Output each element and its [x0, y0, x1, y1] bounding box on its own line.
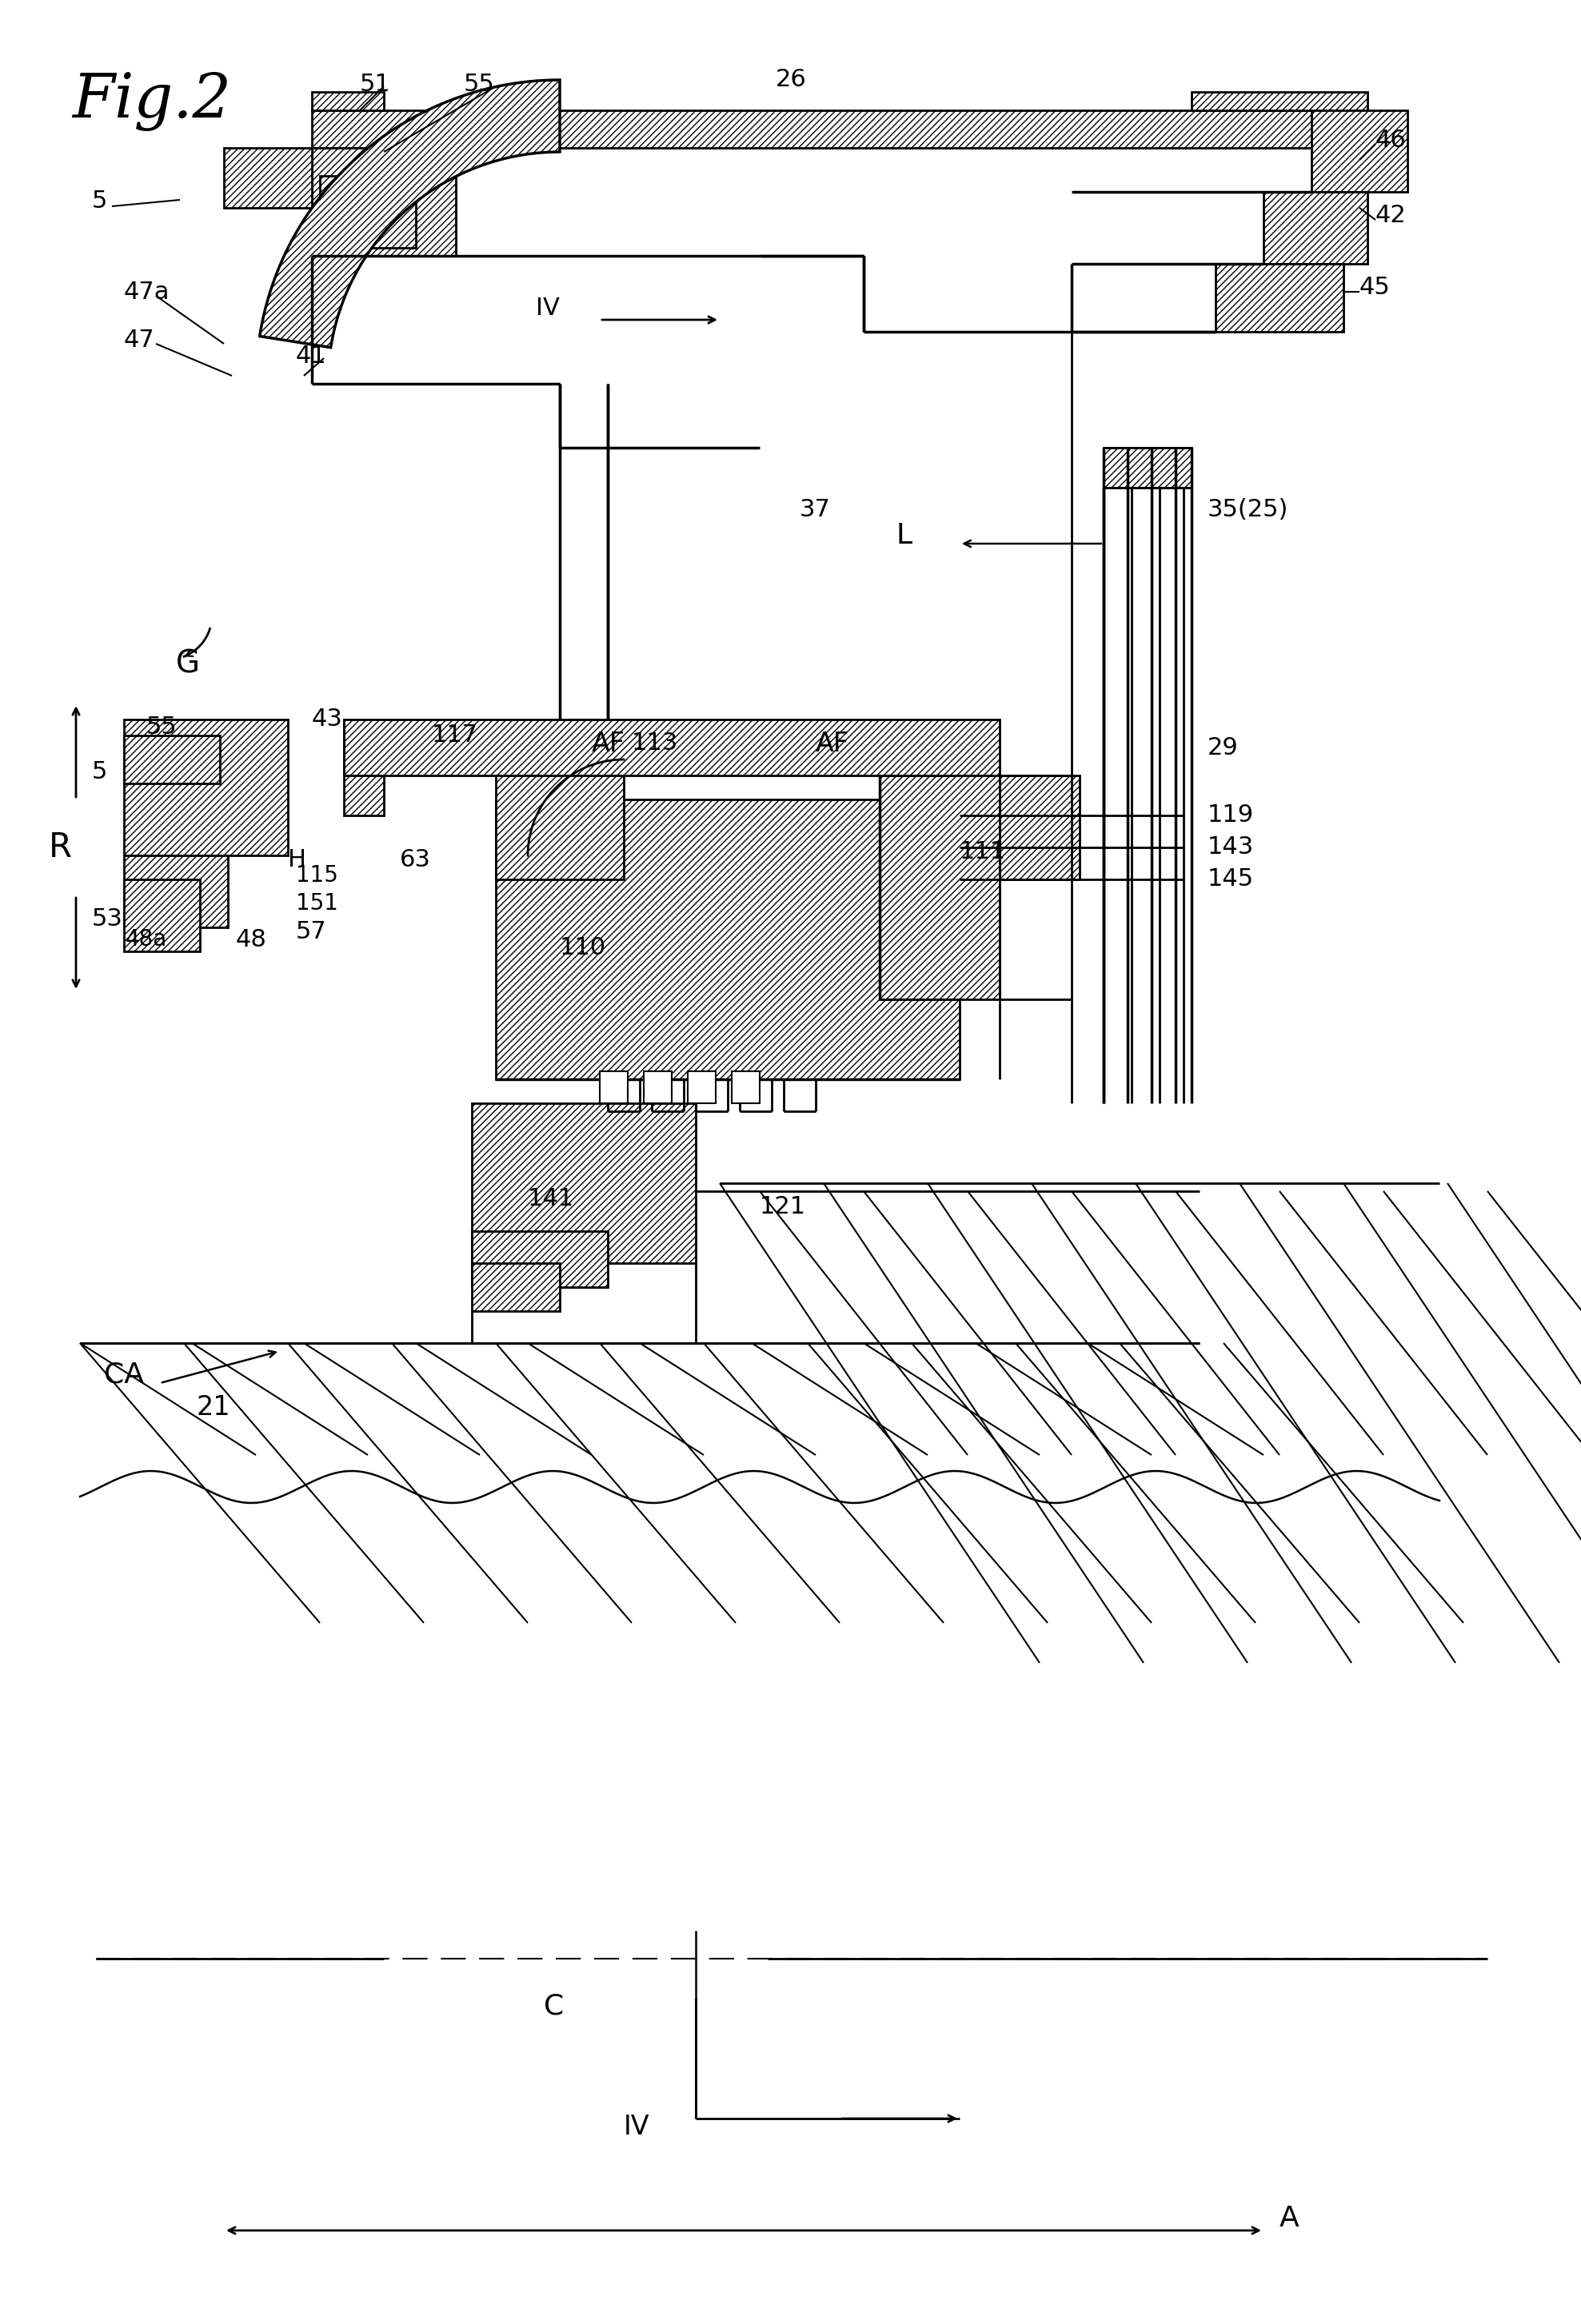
Polygon shape	[599, 1071, 628, 1104]
Polygon shape	[345, 720, 999, 776]
Polygon shape	[960, 776, 1080, 878]
Polygon shape	[1104, 449, 1192, 488]
Text: 117: 117	[432, 723, 479, 746]
Text: 29: 29	[1208, 737, 1238, 760]
Text: 113: 113	[632, 732, 678, 755]
Text: 48a: 48a	[125, 927, 168, 951]
Polygon shape	[496, 776, 624, 878]
Text: 55: 55	[147, 716, 177, 739]
Text: 37: 37	[800, 497, 830, 521]
Text: 51: 51	[360, 72, 391, 95]
Polygon shape	[123, 734, 220, 783]
Polygon shape	[471, 1232, 607, 1287]
Text: IV: IV	[536, 295, 560, 318]
Polygon shape	[688, 1071, 716, 1104]
Polygon shape	[732, 1071, 760, 1104]
Polygon shape	[225, 149, 311, 207]
Text: 57: 57	[296, 920, 327, 944]
Polygon shape	[123, 855, 228, 927]
Text: 55: 55	[463, 72, 495, 95]
Text: C: C	[544, 1994, 564, 2020]
Text: 141: 141	[528, 1188, 574, 1211]
Text: 42: 42	[1375, 205, 1407, 228]
Polygon shape	[1192, 93, 1368, 109]
Polygon shape	[311, 109, 1368, 149]
Text: CA: CA	[104, 1362, 144, 1390]
Text: 21: 21	[196, 1394, 229, 1420]
Text: H: H	[288, 848, 307, 872]
Polygon shape	[1312, 109, 1407, 193]
Text: 145: 145	[1208, 867, 1254, 890]
Polygon shape	[643, 1071, 672, 1104]
Text: 143: 143	[1208, 837, 1254, 860]
Text: 53: 53	[92, 909, 123, 932]
Polygon shape	[471, 1264, 560, 1311]
Polygon shape	[123, 720, 288, 855]
Text: 45: 45	[1360, 277, 1390, 300]
Text: 47: 47	[123, 328, 155, 351]
Polygon shape	[1263, 193, 1368, 265]
Polygon shape	[311, 149, 455, 256]
Text: AF: AF	[816, 730, 849, 758]
Text: 5: 5	[92, 191, 108, 214]
Text: R: R	[49, 830, 71, 865]
Text: 151: 151	[296, 892, 338, 916]
Text: 48: 48	[236, 927, 267, 951]
Polygon shape	[319, 177, 416, 249]
Text: L: L	[896, 523, 912, 548]
Text: Fig.2: Fig.2	[73, 72, 231, 130]
Text: 41: 41	[296, 344, 327, 367]
Polygon shape	[345, 720, 384, 816]
Text: 110: 110	[560, 937, 606, 960]
Text: 111: 111	[960, 839, 1006, 862]
Text: A: A	[1279, 2205, 1300, 2231]
Text: G: G	[175, 648, 201, 679]
Text: 115: 115	[296, 865, 338, 885]
Polygon shape	[1216, 265, 1344, 332]
Text: 5: 5	[92, 760, 108, 783]
Text: 46: 46	[1375, 128, 1407, 151]
Text: IV: IV	[624, 2113, 650, 2140]
Text: 26: 26	[776, 67, 806, 91]
Polygon shape	[123, 878, 199, 951]
Text: AF: AF	[591, 730, 626, 758]
Polygon shape	[471, 1104, 696, 1264]
Text: 119: 119	[1208, 804, 1254, 827]
Polygon shape	[879, 776, 999, 999]
Text: 35(25): 35(25)	[1208, 497, 1289, 521]
Text: 47a: 47a	[123, 281, 169, 304]
Text: 63: 63	[400, 848, 432, 872]
Text: 43: 43	[311, 709, 343, 732]
Polygon shape	[496, 799, 960, 1078]
Text: 121: 121	[760, 1195, 806, 1218]
Polygon shape	[311, 93, 384, 109]
Polygon shape	[259, 79, 560, 349]
